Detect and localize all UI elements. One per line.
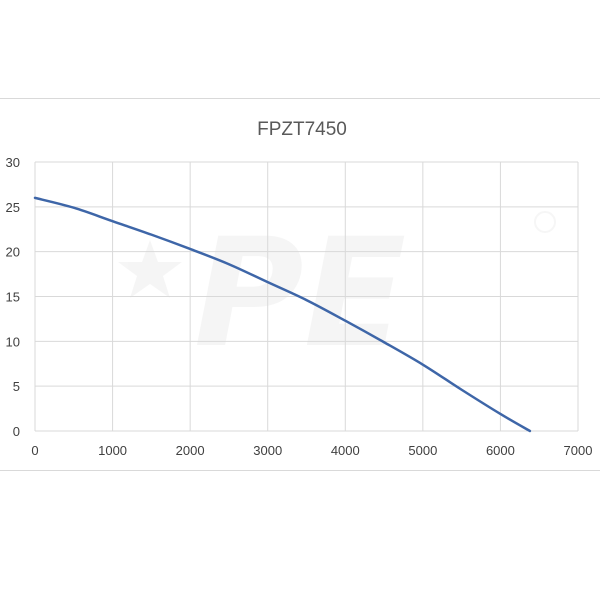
y-tick-label: 20 <box>6 245 20 260</box>
axis-tick-labels: 0 5 10 15 20 25 30 0 1000 2000 3000 4000 5000 6000 700… <box>6 155 593 458</box>
svg-text:PE: PE <box>194 207 406 381</box>
y-tick-label: 5 <box>13 379 20 394</box>
x-tick-label: 4000 <box>331 443 360 458</box>
watermark-logo: PE <box>118 207 556 381</box>
y-tick-label: 25 <box>6 200 20 215</box>
bottom-frame-line <box>0 470 600 471</box>
top-frame-line <box>0 98 600 99</box>
x-tick-label: 0 <box>31 443 38 458</box>
y-tick-label: 15 <box>6 290 20 305</box>
x-tick-label: 6000 <box>486 443 515 458</box>
series-line <box>33 196 532 433</box>
x-tick-label: 1000 <box>98 443 127 458</box>
x-tick-label: 2000 <box>176 443 205 458</box>
x-tick-label: 3000 <box>253 443 282 458</box>
x-tick-label: 7000 <box>564 443 593 458</box>
y-tick-label: 30 <box>6 155 20 170</box>
x-tick-label: 5000 <box>408 443 437 458</box>
chart-title: FPZT7450 <box>257 119 347 140</box>
series-layer <box>33 196 532 433</box>
y-tick-label: 0 <box>13 424 20 439</box>
grid <box>34 161 579 432</box>
y-tick-label: 10 <box>6 334 20 349</box>
